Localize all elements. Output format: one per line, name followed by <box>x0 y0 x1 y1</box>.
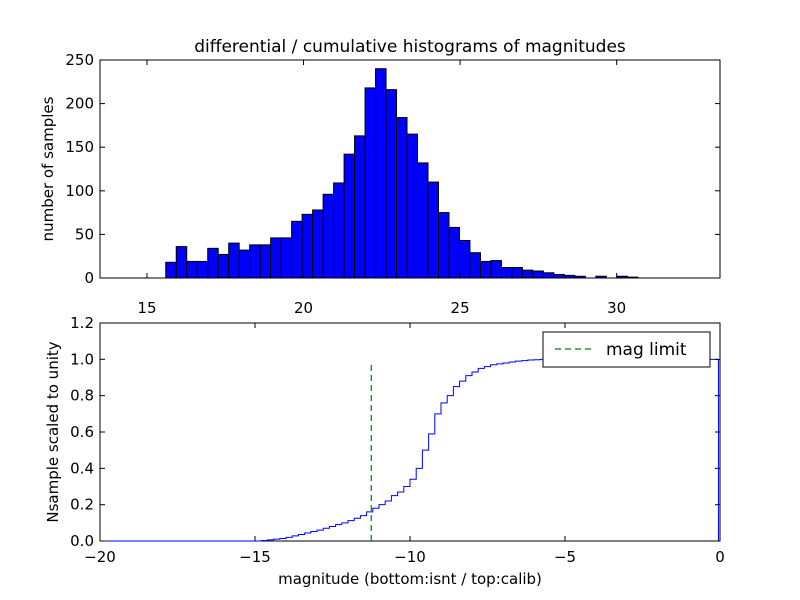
cumulative-panel: −20 −15 −10 −5 0 0.0 0.2 0.4 0.6 0.8 1.0 1.2 magni… <box>44 314 725 588</box>
histogram-bar <box>626 276 639 279</box>
y-tick-label: 50 <box>75 225 94 243</box>
histogram-bar <box>427 181 439 279</box>
cumulative-x-ticks: −20 −15 −10 −5 0 <box>84 323 725 566</box>
x-tick-label: −5 <box>554 548 576 566</box>
x-tick-label: 20 <box>294 299 313 317</box>
y-tick-label: 0.0 <box>70 532 94 550</box>
cumulative-x-axis-label: magnitude (bottom:isnt / top:calib) <box>278 570 542 588</box>
histogram-bar <box>511 267 523 279</box>
histogram-bar <box>165 261 177 279</box>
y-tick-label: 1.0 <box>70 350 94 368</box>
histogram-bar <box>375 68 387 279</box>
histogram-bar <box>437 212 450 279</box>
histogram-bar <box>406 133 419 279</box>
histogram-y-ticks: 0 50 100 150 200 250 <box>65 51 720 287</box>
histogram-bar <box>616 275 628 279</box>
histogram-bar <box>280 237 293 279</box>
y-tick-label: 1.2 <box>70 314 94 332</box>
histogram-panel: differential / cumulative histograms of … <box>39 37 721 317</box>
y-tick-label: 250 <box>65 51 94 69</box>
histogram-bar <box>354 135 366 279</box>
cumulative-y-ticks: 0.0 0.2 0.4 0.6 0.8 1.0 1.2 <box>70 314 720 550</box>
x-tick-label: 15 <box>137 299 156 317</box>
histogram-bar <box>312 209 324 279</box>
histogram-bar <box>542 272 555 279</box>
chart-title: differential / cumulative histograms of … <box>194 37 626 57</box>
histogram-bar <box>469 252 481 279</box>
y-tick-label: 100 <box>65 182 94 200</box>
y-tick-label: 200 <box>65 95 94 113</box>
histogram-bar <box>217 253 230 279</box>
histogram-bar <box>291 220 303 279</box>
y-tick-label: 0.2 <box>70 496 94 514</box>
histogram-bar <box>343 153 356 279</box>
histogram-bar <box>322 193 335 279</box>
y-tick-label: 0 <box>84 269 94 287</box>
histogram-bar <box>563 274 576 279</box>
histogram-bar <box>396 117 408 279</box>
histogram-bar <box>364 87 377 279</box>
histogram-bar <box>270 237 282 279</box>
histogram-bar <box>186 260 198 279</box>
histogram-bar <box>553 274 565 279</box>
histogram-bar <box>207 247 219 279</box>
histogram-bar <box>249 244 261 279</box>
histogram-bar <box>490 260 502 279</box>
y-tick-label: 150 <box>65 138 94 156</box>
histogram-bar <box>595 275 607 279</box>
histogram-bar <box>479 260 492 279</box>
y-tick-label: 0.4 <box>70 459 94 477</box>
histogram-bar <box>521 269 534 279</box>
y-tick-label: 0.8 <box>70 387 94 405</box>
histogram-bar <box>238 249 251 279</box>
histogram-bar <box>301 213 314 279</box>
histogram-bar <box>175 246 188 279</box>
cumulative-y-axis-label: Nsample scaled to unity <box>44 341 62 522</box>
x-tick-label: 30 <box>607 299 626 317</box>
histogram-bar <box>417 162 429 279</box>
x-tick-label: −20 <box>84 548 116 566</box>
legend-mag-limit-label: mag limit <box>606 340 687 360</box>
histogram-bar <box>532 270 544 279</box>
x-tick-label: 25 <box>451 299 470 317</box>
histogram-bar <box>385 89 398 279</box>
histogram-bar <box>228 242 240 279</box>
y-tick-label: 0.6 <box>70 423 94 441</box>
x-tick-label: −10 <box>394 548 426 566</box>
histogram-bar <box>196 260 209 279</box>
histogram-bar <box>448 226 460 279</box>
histogram-bar <box>259 244 272 279</box>
x-tick-label: −15 <box>239 548 271 566</box>
histogram-bar <box>333 182 345 279</box>
histogram-bar <box>574 275 586 279</box>
histogram-bars <box>165 68 639 279</box>
histogram-bar <box>500 267 513 279</box>
cumulative-series-line <box>100 358 720 542</box>
histogram-x-ticks: 15 20 25 30 <box>137 60 626 317</box>
legend: mag limit <box>542 331 711 368</box>
histogram-bar <box>458 240 471 279</box>
histogram-y-axis-label: number of samples <box>39 96 57 241</box>
x-tick-label: 0 <box>715 548 725 566</box>
